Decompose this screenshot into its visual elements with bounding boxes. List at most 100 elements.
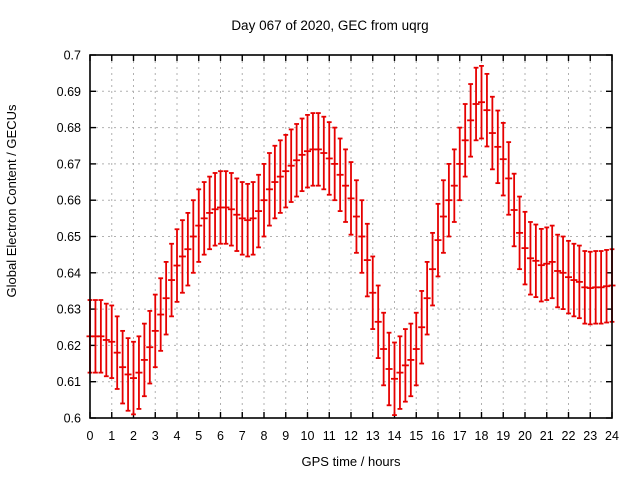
x-tick-label: 1 (108, 429, 115, 443)
x-tick-label: 16 (431, 429, 445, 443)
error-bar (456, 126, 464, 202)
x-tick-label: 23 (583, 429, 597, 443)
error-bar (265, 152, 273, 227)
error-bar (244, 182, 252, 258)
error-bar (336, 137, 344, 212)
error-bar (211, 172, 219, 247)
error-bar (217, 170, 224, 245)
error-bar (565, 239, 572, 315)
error-bar (130, 340, 137, 416)
error-bar (320, 115, 328, 191)
x-tick-label: 17 (453, 429, 467, 443)
error-bar (369, 255, 377, 330)
y-tick-label: 0.68 (57, 121, 81, 135)
x-tick-label: 21 (540, 429, 554, 443)
error-bar (113, 315, 121, 390)
error-bar (189, 199, 197, 274)
x-tick-label: 11 (323, 429, 336, 443)
error-bar (494, 109, 502, 185)
error-bar (401, 328, 409, 403)
error-bar (423, 261, 431, 336)
error-bar (146, 310, 154, 385)
error-bar (124, 337, 132, 412)
x-tick-label: 12 (344, 429, 358, 443)
error-bar (597, 250, 605, 325)
error-bar (418, 290, 426, 365)
error-bar (260, 162, 268, 238)
error-bar (233, 177, 241, 252)
error-bar (352, 179, 360, 254)
y-tick-label: 0.69 (57, 85, 81, 99)
error-bar (151, 293, 159, 369)
y-tick-label: 0.63 (57, 303, 81, 317)
error-bar (429, 231, 437, 307)
error-bar (554, 233, 562, 309)
error-bar (543, 226, 551, 301)
error-bar (570, 242, 578, 318)
error-bar (222, 170, 230, 245)
error-bar (385, 331, 393, 407)
y-tick-label: 0.66 (57, 194, 81, 208)
y-tick-label: 0.67 (57, 157, 81, 171)
x-tick-label: 9 (282, 429, 289, 443)
error-bar (271, 144, 279, 220)
x-tick-label: 10 (301, 429, 315, 443)
x-tick-label: 22 (562, 429, 576, 443)
error-bar (140, 322, 148, 398)
error-bar (478, 64, 485, 140)
x-tick-label: 18 (475, 429, 489, 443)
error-bar (374, 284, 382, 360)
error-bar (347, 161, 355, 236)
tick-labels: 0 1 2 3 4 5 6 7 8 9 10 11 12 13 14 15 16 17 18 19 20 21 22 23 24… (57, 49, 619, 444)
error-bar (255, 173, 263, 249)
error-bar (119, 329, 127, 405)
error-bar (342, 148, 350, 223)
x-tick-label: 5 (195, 429, 202, 443)
error-bar (581, 250, 589, 325)
y-axis-label: Global Electron Content / GECUs (4, 104, 19, 297)
error-bar (548, 224, 556, 300)
x-tick-label: 24 (605, 429, 619, 443)
error-bar (499, 121, 507, 197)
x-tick-label: 6 (217, 429, 224, 443)
error-bar (200, 181, 208, 256)
error-bar (293, 123, 301, 198)
error-bar (304, 113, 311, 189)
error-bar (157, 277, 165, 352)
x-tick-label: 14 (388, 429, 402, 443)
error-bar (532, 223, 540, 299)
error-bar (363, 222, 371, 298)
error-bar (331, 126, 339, 202)
error-bar (108, 304, 116, 379)
error-bar (391, 341, 398, 416)
x-tick-label: 8 (261, 429, 268, 443)
error-bar (412, 311, 420, 387)
error-bar (184, 212, 192, 287)
error-bar (195, 188, 203, 263)
error-bar (282, 133, 290, 209)
error-bar (434, 202, 442, 278)
error-bar (537, 227, 545, 303)
error-bar (488, 95, 496, 171)
error-bar (505, 141, 513, 216)
y-tick-label: 0.65 (57, 230, 81, 244)
error-bar (168, 242, 176, 318)
grid-lines (90, 55, 612, 418)
error-bar (407, 322, 415, 398)
error-bar (450, 148, 458, 223)
error-bar (298, 117, 306, 193)
error-bar (178, 219, 186, 294)
x-tick-label: 7 (239, 429, 246, 443)
error-bar (510, 172, 518, 248)
error-bar (472, 66, 480, 142)
y-tick-label: 0.64 (57, 266, 81, 280)
error-bar (439, 179, 447, 254)
y-tick-label: 0.61 (57, 375, 81, 389)
error-bar (483, 72, 491, 148)
x-tick-label: 3 (152, 429, 159, 443)
y-tick-label: 0.7 (64, 49, 81, 63)
error-bar (575, 244, 583, 320)
y-tick-label: 0.6 (64, 412, 81, 426)
x-tick-label: 15 (409, 429, 423, 443)
